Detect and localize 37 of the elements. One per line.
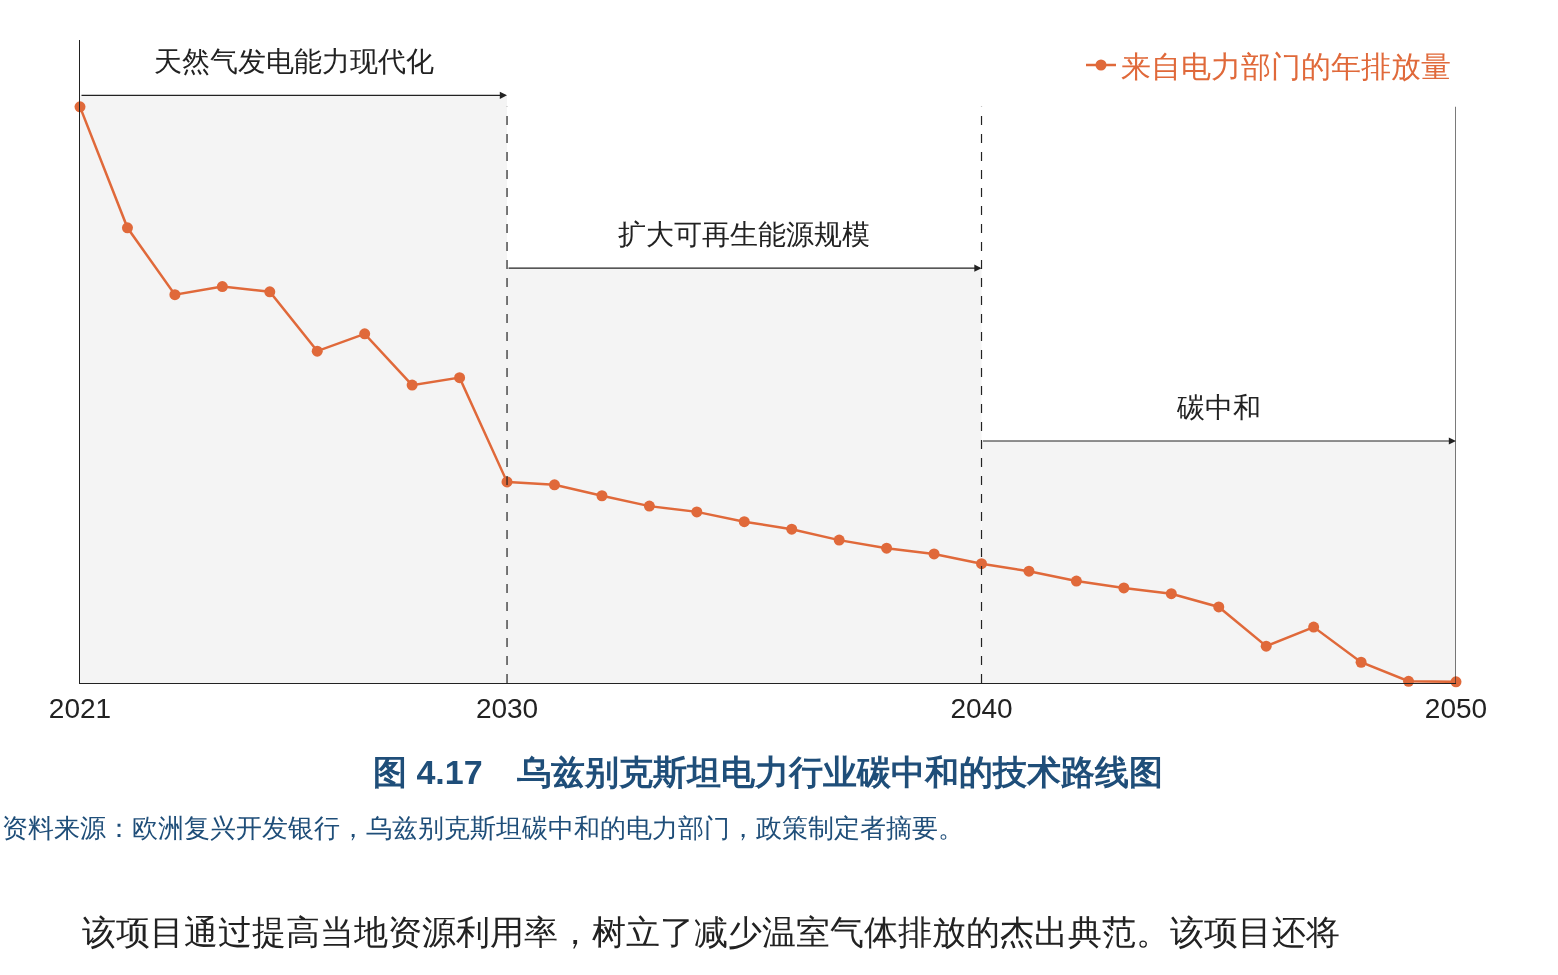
point: [1070, 575, 1082, 587]
x-tick-label: 2040: [950, 692, 1013, 724]
x-tick-label: 2030: [475, 692, 539, 724]
legend-label: 来自电力部门的年排放量: [1121, 49, 1451, 83]
point: [596, 490, 608, 502]
band-label: 碳中和: [1176, 392, 1261, 423]
point: [359, 328, 371, 340]
point: [169, 289, 181, 301]
point: [976, 558, 988, 570]
point: [1308, 621, 1320, 633]
text: 该项目通过提高当地资源利用率，树立了减少温室气体排放的杰出典范。该项目还将: [82, 913, 1340, 951]
text: 资料来源：欧洲复兴开发银行，乌兹别克斯坦碳中和的电力部门，政策制定者摘要。: [2, 814, 964, 843]
text: 图 4.17 乌兹别克斯坦电力行业碳中和的技术路线图: [373, 753, 1163, 791]
x-tick-label: 2021: [48, 692, 112, 724]
point: [691, 506, 703, 518]
point: [216, 281, 228, 293]
point: [548, 479, 560, 491]
point: [406, 379, 418, 391]
point: [264, 286, 276, 298]
point: [311, 345, 323, 357]
point: [928, 548, 940, 560]
point: [1165, 588, 1177, 600]
point: [643, 500, 655, 512]
point: [1355, 656, 1367, 668]
point: [1260, 640, 1272, 652]
band-label: 扩大可再生能源规模: [618, 219, 870, 250]
point: [1118, 582, 1130, 594]
point: [881, 542, 893, 554]
point: [1023, 565, 1035, 577]
point: [738, 516, 750, 528]
point: [786, 523, 798, 535]
x-tick-label: 2050: [1424, 692, 1488, 724]
point: [1213, 601, 1225, 613]
point: [833, 534, 845, 546]
point: [454, 372, 466, 384]
band-label: 天然气发电能力现代化: [154, 46, 434, 77]
point: [121, 222, 133, 234]
